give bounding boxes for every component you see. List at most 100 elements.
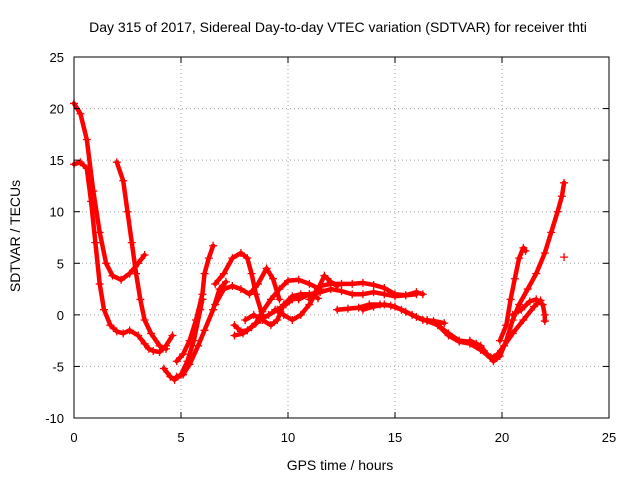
data-point xyxy=(200,269,209,278)
data-point xyxy=(502,321,511,330)
data-point xyxy=(553,207,562,216)
data-point xyxy=(82,135,91,144)
data-point xyxy=(401,307,410,316)
y-axis-label: SDTVAR / TECUs xyxy=(7,180,23,292)
data-point xyxy=(369,288,378,297)
data-point xyxy=(354,303,363,312)
data-point xyxy=(305,295,314,304)
data-point xyxy=(401,291,410,300)
data-point xyxy=(87,197,96,206)
data-point xyxy=(221,277,230,286)
data-point xyxy=(266,295,275,304)
data-point xyxy=(530,302,539,311)
data-point xyxy=(200,326,209,335)
data-point xyxy=(112,327,121,336)
data-point xyxy=(532,269,541,278)
data-point xyxy=(159,364,168,373)
data-point xyxy=(506,295,515,304)
x-tick-label: 20 xyxy=(495,430,509,445)
series-arc-5 xyxy=(174,279,229,379)
data-point xyxy=(510,274,519,283)
x-axis-label: GPS time / hours xyxy=(287,457,394,473)
data-point xyxy=(236,285,245,294)
y-tick-label: -5 xyxy=(52,359,64,374)
data-point xyxy=(391,302,399,311)
data-point xyxy=(294,275,303,284)
plot-frame xyxy=(73,56,610,419)
data-point xyxy=(433,321,442,330)
x-tick-label: 5 xyxy=(177,430,184,445)
data-point xyxy=(230,321,239,330)
data-point xyxy=(269,274,278,283)
data-point xyxy=(132,269,141,278)
data-point xyxy=(320,271,329,280)
data-point xyxy=(495,352,504,361)
data-point xyxy=(236,327,245,336)
y-tick-label: 20 xyxy=(50,102,64,117)
data-point xyxy=(258,316,267,325)
data-point xyxy=(523,285,532,294)
y-tick-label: 5 xyxy=(57,256,64,271)
data-point xyxy=(273,316,282,325)
data-point xyxy=(219,269,228,278)
data-point xyxy=(547,228,556,237)
data-point xyxy=(271,305,280,314)
data-point xyxy=(76,158,85,167)
data-point xyxy=(194,341,203,350)
data-point xyxy=(125,326,134,335)
data-point xyxy=(149,346,158,355)
data-point xyxy=(483,350,492,359)
data-point xyxy=(134,331,143,340)
data-point xyxy=(557,192,566,201)
data-point xyxy=(191,316,200,325)
data-point xyxy=(358,305,367,314)
axis-ticks: 0 5 10 15 20 25 -10 -5 0 5 10 15 20 25 xyxy=(45,50,616,445)
data-point xyxy=(465,336,474,345)
data-point xyxy=(508,310,517,319)
y-tick-label: 15 xyxy=(50,153,64,168)
data-point xyxy=(532,295,541,304)
chart-title: Day 315 of 2017, Sidereal Day-to-day VTE… xyxy=(89,19,587,35)
data-point xyxy=(560,253,569,262)
data-point xyxy=(525,297,534,306)
series-arc-6 xyxy=(174,243,216,364)
data-point xyxy=(112,158,121,167)
data-point xyxy=(140,316,149,325)
data-point xyxy=(337,287,346,296)
data-point xyxy=(489,357,498,366)
data-point xyxy=(95,279,104,288)
data-point xyxy=(343,304,352,313)
data-point xyxy=(262,264,271,273)
data-point xyxy=(155,341,164,350)
data-point xyxy=(172,372,181,381)
data-point xyxy=(412,312,421,321)
data-point xyxy=(540,317,549,326)
data-point xyxy=(517,305,526,314)
data-point xyxy=(326,279,335,288)
data-point xyxy=(369,302,378,311)
x-tick-label: 25 xyxy=(602,430,616,445)
data-point xyxy=(316,281,325,290)
data-point xyxy=(284,276,292,285)
data-point xyxy=(369,280,378,289)
data-point xyxy=(228,254,237,263)
data-point xyxy=(495,336,504,345)
x-tick-label: 15 xyxy=(388,430,402,445)
data-point xyxy=(412,290,421,299)
data-point xyxy=(279,310,288,319)
data-point xyxy=(245,290,254,299)
data-point xyxy=(219,285,228,294)
data-point xyxy=(140,251,149,260)
data-point xyxy=(140,339,149,348)
data-point xyxy=(258,307,267,316)
data-point xyxy=(391,290,399,299)
data-point xyxy=(236,248,245,257)
data-point xyxy=(247,269,256,278)
data-point xyxy=(515,254,524,263)
data-point xyxy=(179,370,188,379)
x-tick-label: 0 xyxy=(70,430,77,445)
data-point xyxy=(102,259,111,268)
data-point xyxy=(540,248,549,257)
data-point xyxy=(440,319,449,328)
series-arc-3 xyxy=(114,159,169,352)
